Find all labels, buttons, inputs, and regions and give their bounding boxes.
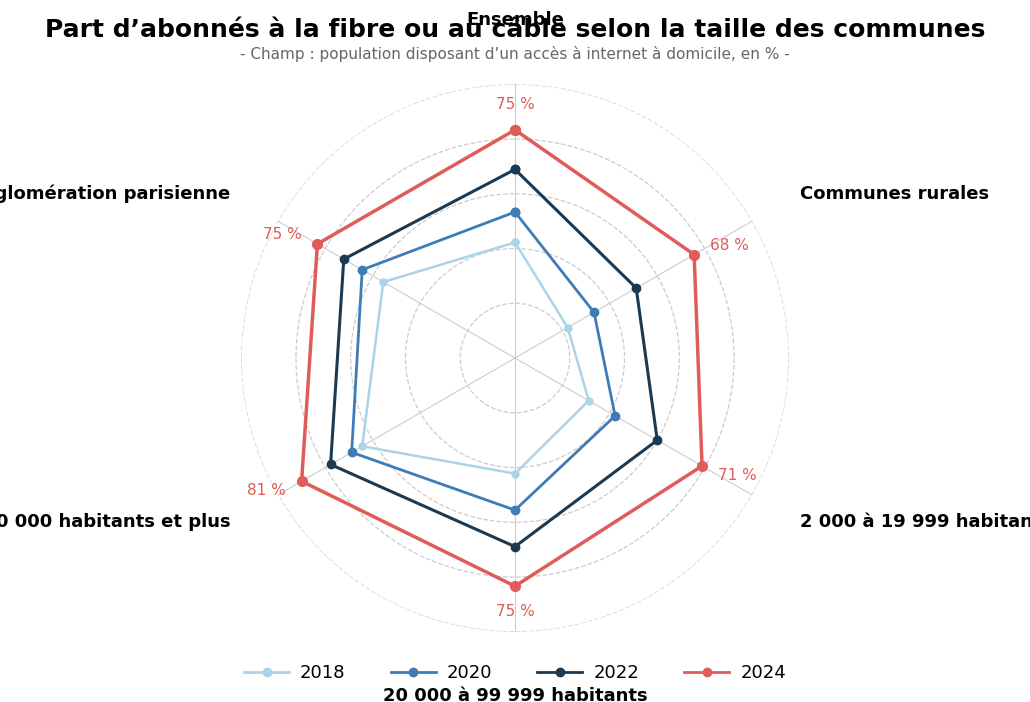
Text: Ensemble: Ensemble	[466, 11, 564, 29]
Text: 71 %: 71 %	[718, 468, 757, 483]
Text: Part d’abonnés à la fibre ou au câble selon la taille des communes: Part d’abonnés à la fibre ou au câble se…	[45, 18, 985, 41]
Text: 2 000 à 19 999 habitants: 2 000 à 19 999 habitants	[799, 513, 1030, 531]
Text: - Champ : population disposant d’un accès à internet à domicile, en % -: - Champ : population disposant d’un accè…	[240, 46, 790, 62]
Text: 100 000 habitants et plus: 100 000 habitants et plus	[0, 513, 231, 531]
Text: 75 %: 75 %	[495, 604, 535, 619]
Text: 75 %: 75 %	[263, 227, 302, 242]
Text: Communes rurales: Communes rurales	[799, 185, 989, 203]
Legend: 2018, 2020, 2022, 2024: 2018, 2020, 2022, 2024	[237, 657, 793, 689]
Text: 81 %: 81 %	[247, 483, 285, 498]
Text: 75 %: 75 %	[495, 97, 535, 112]
Text: Agglomération parisienne: Agglomération parisienne	[0, 185, 231, 203]
Text: 68 %: 68 %	[710, 238, 749, 253]
Text: 20 000 à 99 999 habitants: 20 000 à 99 999 habitants	[383, 687, 647, 702]
